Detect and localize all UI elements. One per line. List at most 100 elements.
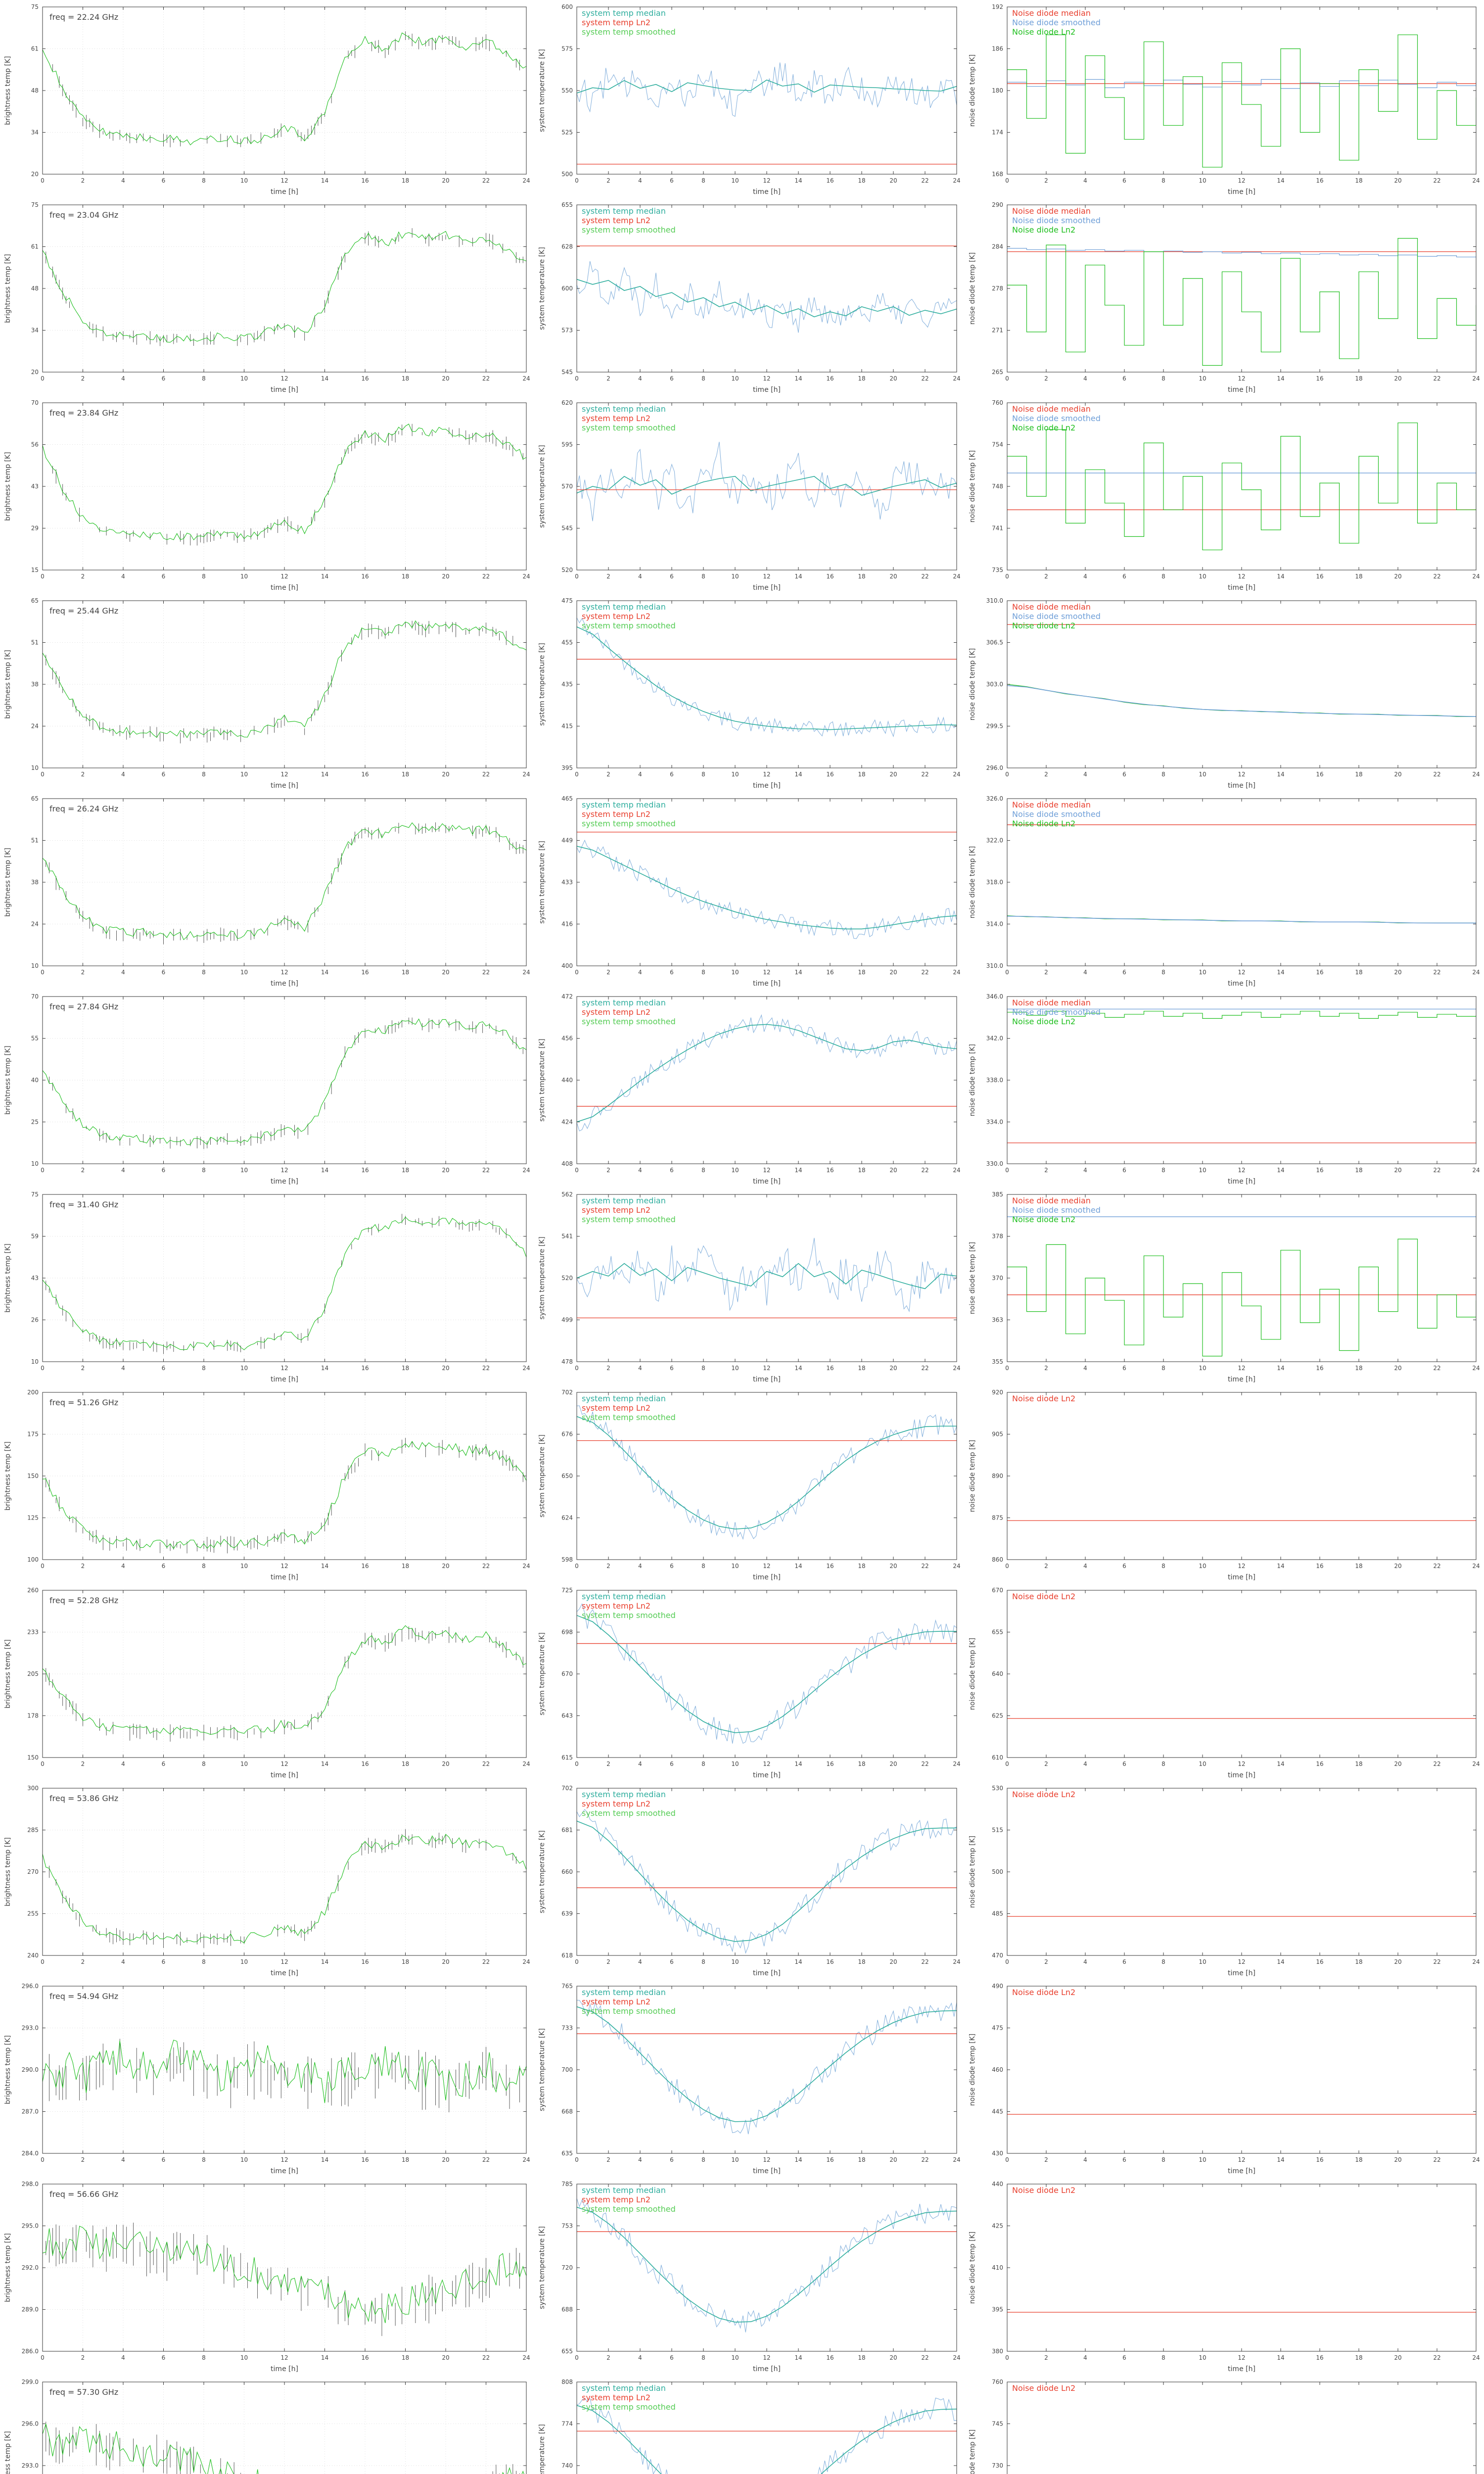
x-tick-label: 0 bbox=[575, 1958, 579, 1965]
x-tick-label: 4 bbox=[638, 1958, 642, 1965]
chart-r08c2: 0 2 4 6 8 10 12 14 16 18 20 22 24598624650676702time… bbox=[538, 1389, 961, 1581]
y-tick-label: 745 bbox=[992, 2421, 1003, 2427]
y-tick-label: 628 bbox=[561, 243, 573, 250]
y-tick-label: 34 bbox=[31, 129, 39, 136]
x-axis-label: time [h] bbox=[753, 1969, 781, 1977]
y-axis-label: system temperature [K] bbox=[538, 1237, 546, 1320]
x-tick-label: 10 bbox=[240, 573, 248, 580]
y-tick-label: 363 bbox=[992, 1317, 1003, 1324]
x-tick-label: 18 bbox=[858, 771, 865, 778]
x-tick-label: 8 bbox=[202, 771, 206, 778]
x-tick-label: 12 bbox=[1238, 1365, 1245, 1372]
x-tick-label: 18 bbox=[1355, 2156, 1362, 2163]
y-tick-label: 530 bbox=[992, 1785, 1003, 1792]
x-tick-label: 8 bbox=[701, 177, 705, 184]
legend-entry: system temp median bbox=[582, 8, 666, 18]
x-tick-label: 8 bbox=[1161, 1167, 1165, 1174]
x-tick-label: 12 bbox=[280, 573, 288, 580]
x-tick-label: 10 bbox=[731, 1167, 739, 1174]
x-tick-label: 10 bbox=[731, 1365, 739, 1372]
chart-r09c1: 0 2 4 6 8 10 12 14 16 18 20 22 24150178205233260time… bbox=[4, 1587, 530, 1779]
y-tick-label: 326.0 bbox=[986, 795, 1003, 802]
x-tick-label: 4 bbox=[638, 1760, 642, 1767]
y-axis-label: noise diode temp [K] bbox=[969, 1440, 976, 1512]
y-tick-label: 48 bbox=[31, 87, 39, 94]
chart-r03c2: 0 2 4 6 8 10 12 14 16 18 20 22 24520545570595620time… bbox=[538, 399, 961, 592]
x-axis-label: time [h] bbox=[271, 584, 298, 592]
x-tick-label: 14 bbox=[794, 1365, 802, 1372]
legend-entry: Noise diode Ln2 bbox=[1012, 621, 1075, 630]
legend-entry: Noise diode median bbox=[1012, 800, 1091, 809]
x-tick-label: 6 bbox=[162, 2354, 166, 2361]
legend-entry: system temp smoothed bbox=[582, 27, 676, 37]
x-tick-label: 2 bbox=[81, 177, 85, 184]
chart-r04c2: 0 2 4 6 8 10 12 14 16 18 20 22 24395415435455475time… bbox=[538, 597, 961, 790]
x-axis-label: time [h] bbox=[753, 980, 781, 988]
y-tick-label: 541 bbox=[561, 1233, 573, 1240]
chart-row-5: 0 2 4 6 8 10 12 14 16 18 20 22 24 10 24 38 51 65 time [h] b… bbox=[0, 792, 1484, 990]
x-tick-label: 16 bbox=[1316, 1365, 1323, 1372]
y-tick-label: 643 bbox=[561, 1713, 573, 1719]
x-tick-label: 20 bbox=[889, 2354, 897, 2361]
x-tick-label: 4 bbox=[638, 177, 642, 184]
x-tick-label: 4 bbox=[1083, 2354, 1087, 2361]
x-tick-label: 22 bbox=[482, 573, 490, 580]
x-tick-label: 4 bbox=[121, 771, 125, 778]
legend-entry: system temp median bbox=[582, 1196, 666, 1205]
x-tick-label: 12 bbox=[280, 1167, 288, 1174]
x-tick-label: 10 bbox=[1199, 1958, 1206, 1965]
y-tick-label: 435 bbox=[561, 681, 573, 688]
x-tick-label: 14 bbox=[1277, 2354, 1284, 2361]
y-tick-label: 615 bbox=[561, 1754, 573, 1761]
x-tick-label: 8 bbox=[701, 771, 705, 778]
x-tick-label: 8 bbox=[701, 1365, 705, 1372]
y-tick-label: 753 bbox=[561, 2223, 573, 2230]
x-tick-label: 8 bbox=[1161, 375, 1165, 382]
x-tick-label: 24 bbox=[953, 1365, 960, 1372]
y-tick-label: 470 bbox=[992, 1952, 1003, 1959]
x-tick-label: 10 bbox=[731, 2354, 739, 2361]
x-axis-label: time [h] bbox=[753, 1178, 781, 1186]
y-tick-label: 287.0 bbox=[22, 2108, 39, 2115]
x-tick-label: 24 bbox=[953, 375, 960, 382]
chart-r05c2: 0 2 4 6 8 10 12 14 16 18 20 22 24400416433449465time… bbox=[538, 795, 961, 988]
x-tick-label: 12 bbox=[280, 375, 288, 382]
y-tick-label: 415 bbox=[561, 723, 573, 730]
x-tick-label: 10 bbox=[1199, 375, 1206, 382]
y-tick-label: 525 bbox=[561, 129, 573, 136]
x-tick-label: 2 bbox=[606, 771, 610, 778]
x-tick-label: 22 bbox=[482, 1167, 490, 1174]
x-tick-label: 16 bbox=[826, 2156, 834, 2163]
legend-entry: Noise diode Ln2 bbox=[1012, 2186, 1075, 2195]
x-tick-label: 14 bbox=[1277, 1563, 1284, 1570]
x-tick-label: 22 bbox=[1433, 1958, 1440, 1965]
x-tick-label: 16 bbox=[826, 2354, 834, 2361]
x-tick-label: 0 bbox=[1005, 573, 1009, 580]
x-tick-label: 8 bbox=[202, 2354, 206, 2361]
x-tick-label: 20 bbox=[889, 573, 897, 580]
y-tick-label: 670 bbox=[561, 1670, 573, 1677]
x-tick-label: 22 bbox=[1433, 177, 1440, 184]
x-tick-label: 24 bbox=[1472, 1760, 1480, 1767]
y-tick-label: 700 bbox=[561, 2066, 573, 2073]
x-tick-label: 2 bbox=[606, 1563, 610, 1570]
x-tick-label: 10 bbox=[240, 375, 248, 382]
x-tick-label: 18 bbox=[858, 177, 865, 184]
x-tick-label: 8 bbox=[701, 2354, 705, 2361]
x-tick-label: 20 bbox=[442, 1365, 449, 1372]
x-axis-label: time [h] bbox=[271, 2365, 298, 2373]
y-tick-label: 905 bbox=[992, 1431, 1003, 1438]
y-axis-label: system temperature [K] bbox=[538, 1632, 546, 1715]
x-tick-label: 18 bbox=[1355, 1563, 1362, 1570]
y-tick-label: 702 bbox=[561, 1389, 573, 1396]
y-tick-label: 660 bbox=[561, 1868, 573, 1875]
x-tick-label: 24 bbox=[1472, 177, 1480, 184]
y-tick-label: 475 bbox=[561, 597, 573, 604]
y-tick-label: 255 bbox=[27, 1910, 39, 1917]
x-tick-label: 6 bbox=[670, 375, 674, 382]
chart-r09c3: 0 2 4 6 8 10 12 14 16 18 20 22 24610625640655670time… bbox=[969, 1587, 1480, 1779]
x-tick-label: 6 bbox=[1122, 969, 1126, 976]
chart-r06c2: 0 2 4 6 8 10 12 14 16 18 20 22 24408424440456472time… bbox=[538, 993, 961, 1186]
x-tick-label: 6 bbox=[1122, 573, 1126, 580]
